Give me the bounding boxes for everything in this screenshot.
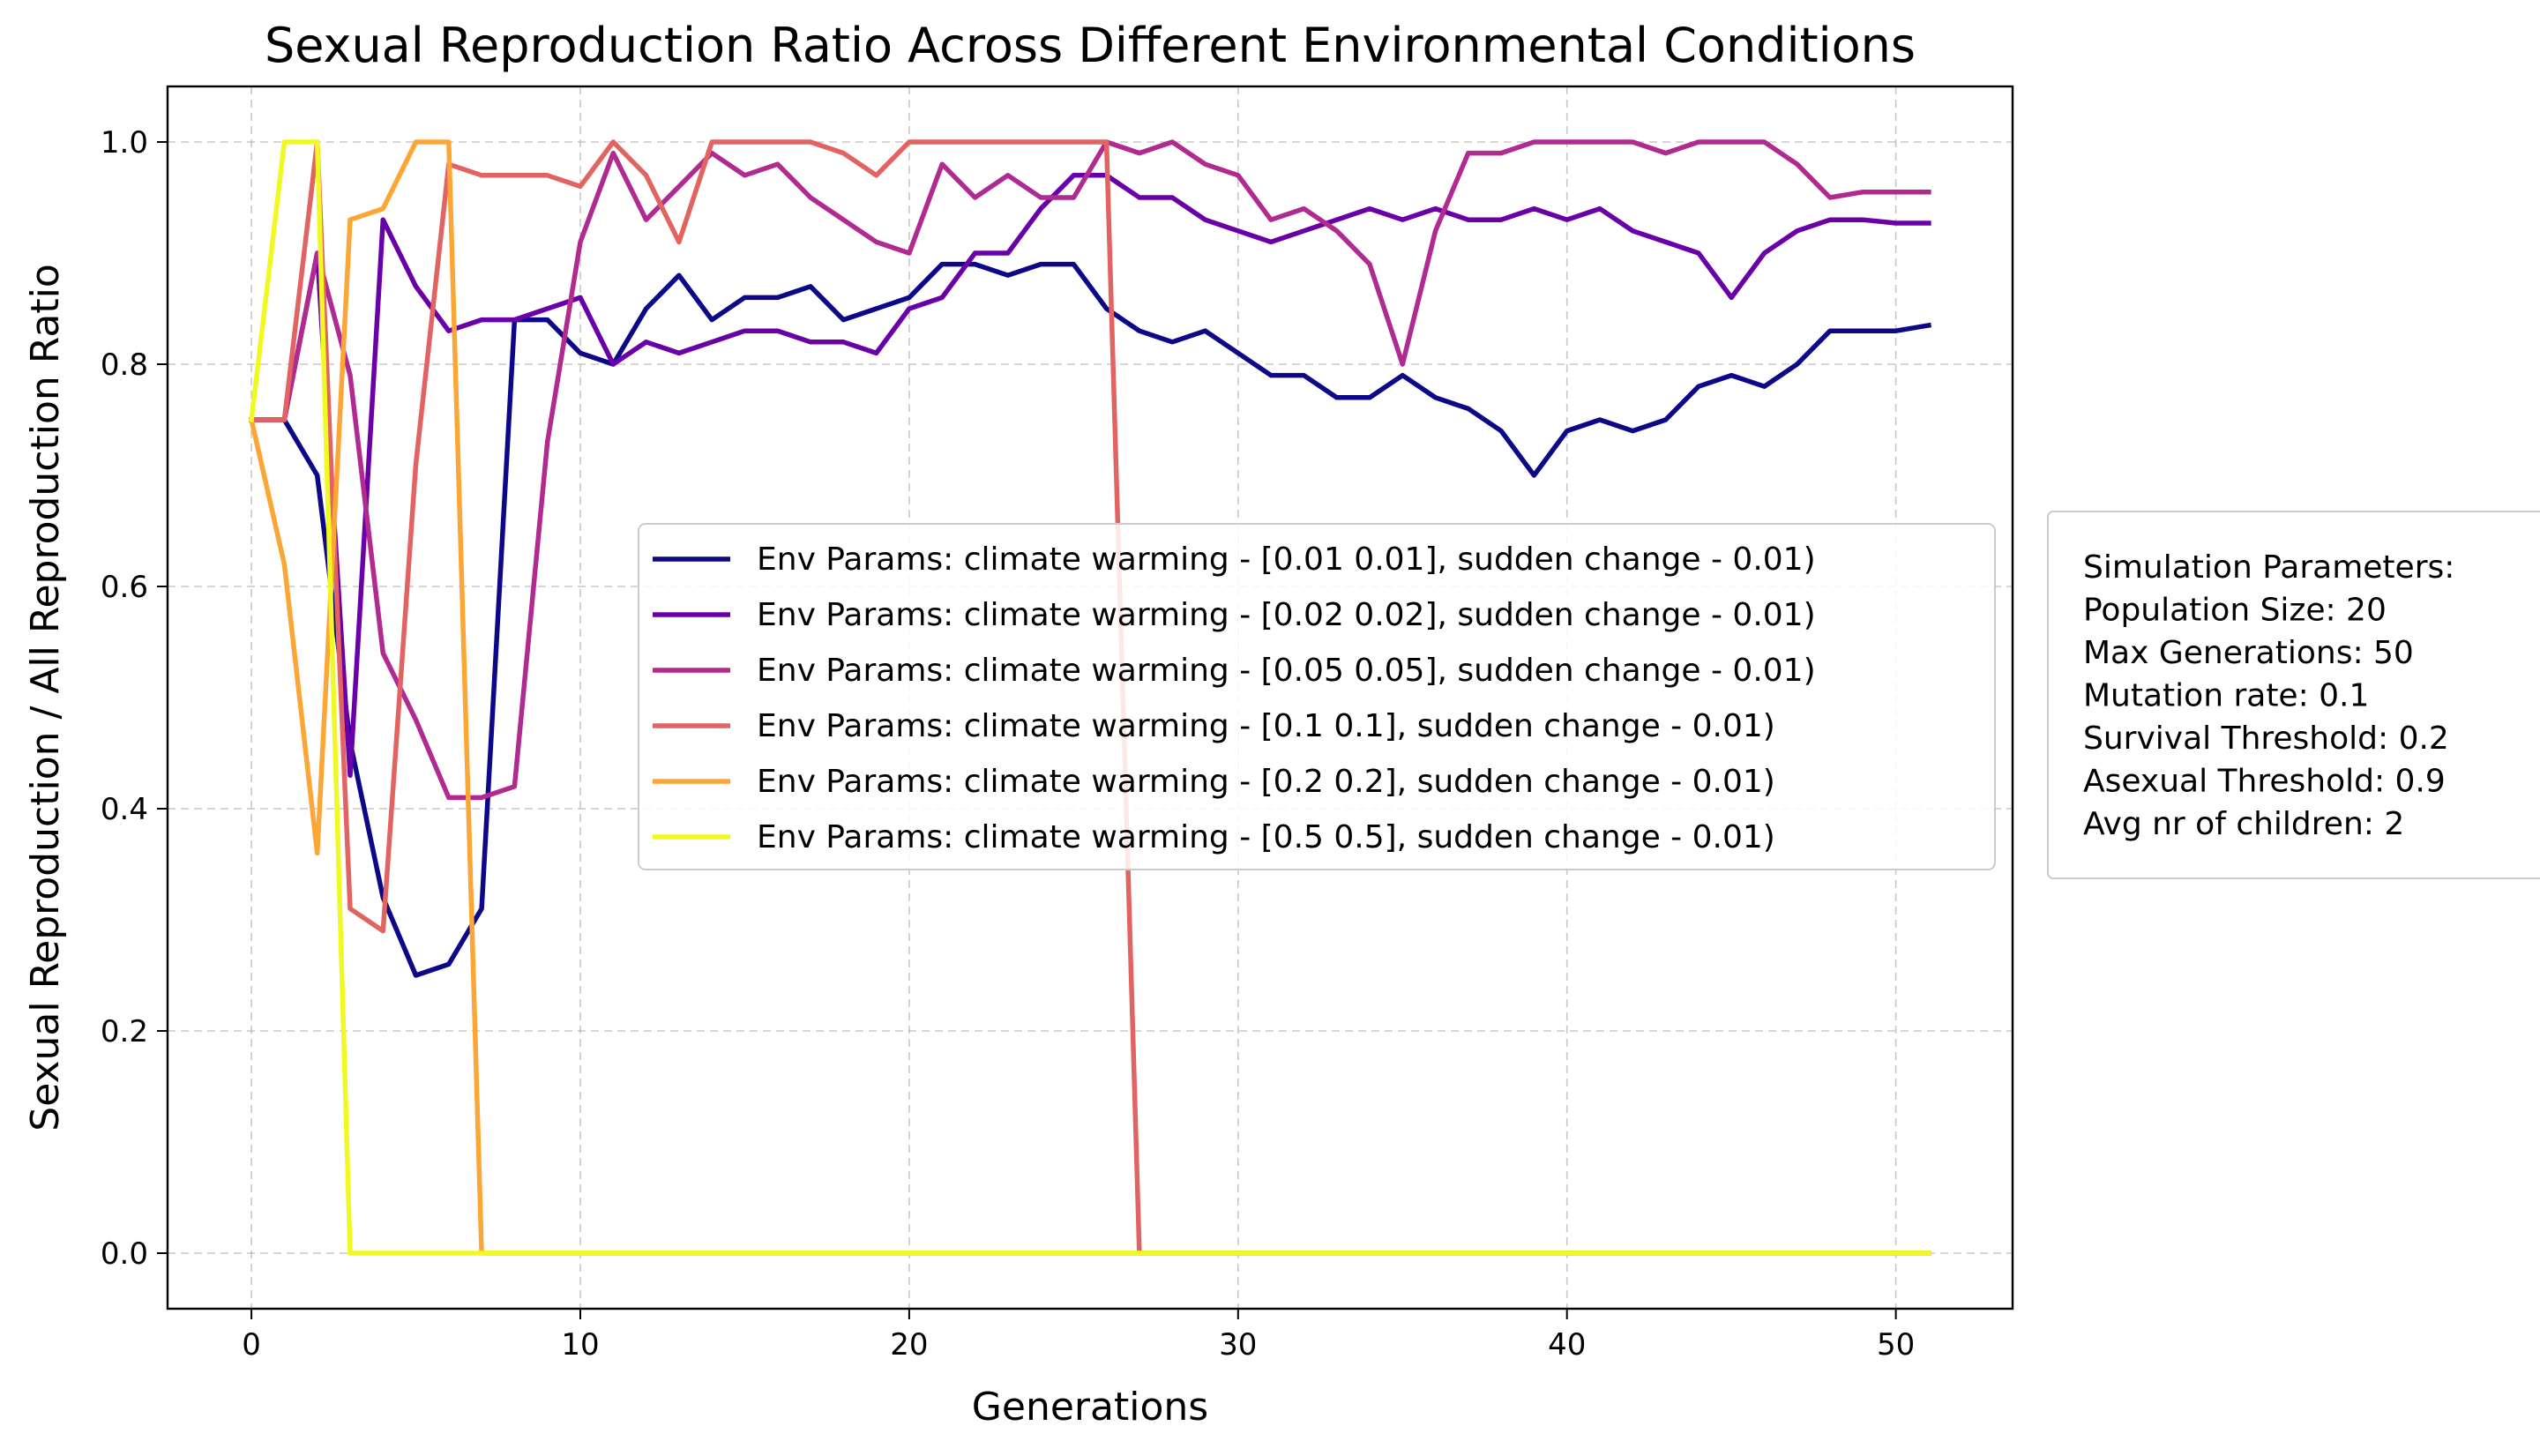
simulation-parameters-lines: Simulation Parameters: Population Size: 2… <box>2083 549 2454 842</box>
x-tick-label: 50 <box>1877 1327 1915 1363</box>
series-line-1 <box>249 261 1932 978</box>
simulation-parameter-line: Mutation rate: 0.1 <box>2083 678 2369 714</box>
series-line-2 <box>249 173 1931 778</box>
x-tick-label: 10 <box>561 1327 599 1363</box>
legend-label-4: Env Params: climate warming - [0.1 0.1],… <box>757 708 1775 744</box>
simulation-parameter-line: Population Size: 20 <box>2083 593 2387 629</box>
chart-title: Sexual Reproduction Ratio Across Differe… <box>265 18 1916 73</box>
legend-label-1: Env Params: climate warming - [0.01 0.01… <box>757 541 1816 578</box>
y-tick-label: 1.0 <box>101 125 148 161</box>
simulation-parameter-line: Avg nr of children: 2 <box>2083 806 2404 842</box>
simulation-parameters-frame <box>2047 511 2540 879</box>
series-line-3 <box>249 139 1931 801</box>
axis-ticks: 0 10 20 30 40 50 0.0 0.2 0.4 0.6 0.8 1.0 <box>101 125 1915 1363</box>
x-tick-label: 0 <box>242 1327 261 1363</box>
plot-area-frame <box>166 85 2014 1310</box>
y-tick-label: 0.4 <box>101 792 148 827</box>
simulation-parameter-line: Survival Threshold: 0.2 <box>2083 721 2449 757</box>
series-lines <box>248 139 1932 1256</box>
y-axis-label: Sexual Reproduction / All Reproduction R… <box>23 264 68 1131</box>
simulation-parameter-line: Max Generations: 50 <box>2083 635 2414 671</box>
y-tick-label: 0.2 <box>101 1014 148 1049</box>
legend-label-6: Env Params: climate warming - [0.5 0.5],… <box>757 819 1775 855</box>
simulation-parameters-box: Simulation Parameters: Population Size: 2… <box>2047 511 2540 879</box>
x-tick-label: 30 <box>1219 1327 1257 1363</box>
y-tick-label: 0.0 <box>101 1236 148 1272</box>
legend: Env Params: climate warming - [0.01 0.01… <box>638 523 1996 870</box>
x-tick-label: 40 <box>1548 1327 1586 1363</box>
legend-items: Env Params: climate warming - [0.01 0.01… <box>653 541 1816 855</box>
legend-label-5: Env Params: climate warming - [0.2 0.2],… <box>757 764 1775 800</box>
y-tick-label: 0.6 <box>101 570 148 605</box>
series-line-6 <box>249 139 1931 1256</box>
y-tick-label: 0.8 <box>101 347 148 383</box>
legend-box <box>638 523 1996 870</box>
legend-label-3: Env Params: climate warming - [0.05 0.05… <box>757 653 1816 689</box>
simulation-parameter-line: Asexual Threshold: 0.9 <box>2083 764 2446 800</box>
simulation-parameter-line: Simulation Parameters: <box>2083 549 2454 586</box>
legend-label-2: Env Params: climate warming - [0.02 0.02… <box>757 597 1816 633</box>
x-tick-label: 20 <box>890 1327 928 1363</box>
x-axis-label: Generations <box>972 1385 1208 1430</box>
